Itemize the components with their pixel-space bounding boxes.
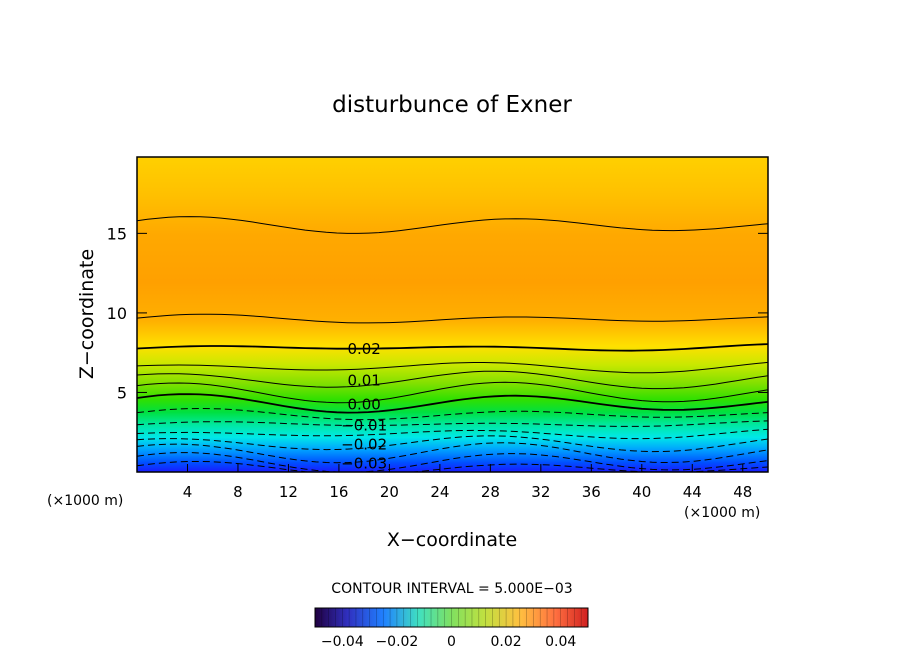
contour-line-10	[137, 361, 768, 374]
contour-line-4	[137, 428, 768, 440]
x-axis-label: X−coordinate	[387, 529, 517, 551]
contour-line-3	[137, 435, 768, 453]
contour-lines	[137, 216, 768, 472]
colorbar-tick-label: 0.02	[491, 634, 522, 650]
contour-line-9	[137, 370, 768, 390]
contour-line-6	[137, 407, 768, 421]
contour-interval-label: CONTOUR INTERVAL = 5.000E−03	[331, 581, 572, 597]
x-tick-label: 48	[733, 483, 752, 501]
colorbar-gradient	[315, 608, 588, 627]
y-axis-label: Z−coordinate	[76, 249, 98, 379]
x-tick-label: 36	[582, 483, 601, 501]
plot-frame	[136, 156, 769, 473]
x-tick-label: 20	[380, 483, 399, 501]
x-tick-label: 8	[233, 483, 243, 501]
colorbar-stripes	[321, 608, 582, 627]
x-tick-label: 44	[683, 483, 702, 501]
contour-line-0	[137, 461, 768, 472]
contour-line-11	[137, 343, 768, 352]
contour-label: −0.02	[341, 435, 387, 453]
x-tick-label: 4	[183, 483, 193, 501]
x-tick-label: 16	[329, 483, 348, 501]
contour-label: 0.02	[347, 340, 380, 358]
contour-line-7	[137, 393, 768, 414]
chart-title: disturbunce of Exner	[332, 92, 572, 118]
contour-label: −0.03	[341, 454, 387, 472]
x-tick-label: 32	[531, 483, 550, 501]
contour-line-13	[137, 216, 768, 234]
colorbar-tick-label: 0	[447, 634, 456, 650]
contour-field	[137, 157, 768, 472]
x-tick-label: 12	[279, 483, 298, 501]
contour-label: −0.01	[341, 416, 387, 434]
y-tick-label: 15	[107, 224, 127, 243]
contour-label: 0.00	[347, 396, 380, 414]
y-tick-label: 5	[117, 383, 127, 402]
x-unit-right: (×1000 m)	[684, 505, 760, 521]
x-tick-label: 28	[481, 483, 500, 501]
contour-line-5	[137, 420, 768, 427]
x-unit-left: (×1000 m)	[47, 493, 123, 509]
x-tick-label: 24	[430, 483, 449, 501]
contour-line-12	[137, 313, 768, 324]
colorbar-tick-label: 0.04	[545, 634, 576, 650]
contour-line-1	[137, 452, 768, 472]
colorbar-tick-label: −0.04	[321, 634, 364, 650]
colorbar-tick-labels: −0.04 −0.02 0 0.02 0.04	[321, 634, 577, 650]
contour-line-8	[137, 381, 768, 404]
y-tick-label: 10	[107, 304, 127, 323]
y-axis-ticks: 5 10 15	[107, 224, 768, 402]
contour-label: 0.01	[347, 372, 380, 390]
contour-labels: −0.03−0.02−0.01 0.00 0.01 0.02	[341, 340, 387, 473]
colorbar-tick-label: −0.02	[375, 634, 418, 650]
contour-line-2	[137, 442, 768, 464]
plot-area: −0.03−0.02−0.010.000.010.02 4 8 12 16 20 24 28…	[107, 156, 769, 501]
colorbar: −0.04 −0.02 0 0.02 0.04	[314, 607, 589, 650]
x-axis-ticks: 4 8 12 16 20 24 28 32 36 40 44 48	[183, 464, 752, 501]
colorbar-frame	[314, 607, 589, 628]
x-tick-label: 40	[632, 483, 651, 501]
